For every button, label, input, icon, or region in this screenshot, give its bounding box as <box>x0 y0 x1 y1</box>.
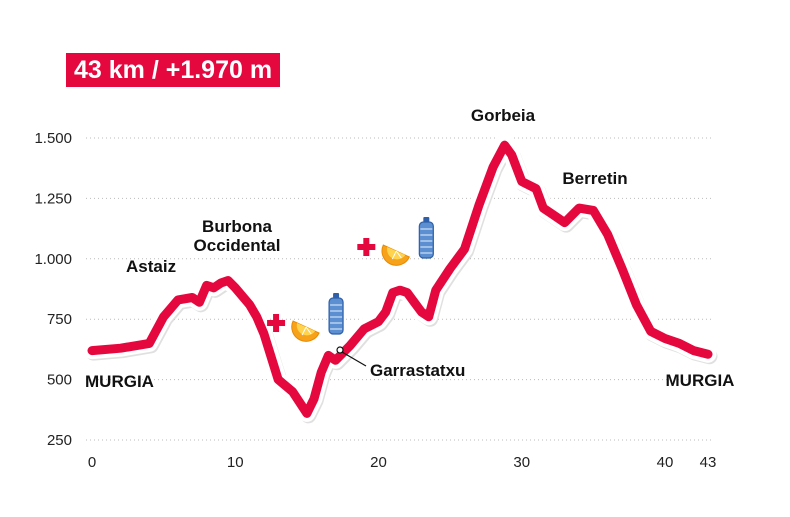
y-tick-label: 750 <box>47 311 72 328</box>
elevation-point <box>249 304 251 306</box>
elevation-point <box>511 154 513 156</box>
leader-line <box>341 351 367 367</box>
elevation-point <box>177 299 179 301</box>
peak-label-occidental: Occidental <box>194 236 281 255</box>
elevation-point <box>378 321 380 323</box>
summit-label-gorbeia: Gorbeia <box>471 106 536 125</box>
elevation-point <box>335 359 337 361</box>
elevation-point <box>198 301 200 303</box>
elevation-point <box>549 212 551 214</box>
elevation-point <box>435 289 437 291</box>
peak-label-astaiz: Astaiz <box>126 257 176 276</box>
elevation-point <box>413 301 415 303</box>
elevation-point <box>399 289 401 291</box>
elevation-point <box>120 347 122 349</box>
elevation-point <box>621 267 623 269</box>
elevation-point <box>349 345 351 347</box>
peak-label-burbona: Burbona <box>202 217 272 236</box>
elevation-point <box>535 188 537 190</box>
elevation-point <box>542 207 544 209</box>
elevation-point <box>292 391 294 393</box>
leader-dot <box>336 346 344 354</box>
elevation-point <box>392 292 394 294</box>
elevation-point <box>148 342 150 344</box>
elevation-point <box>693 350 695 352</box>
x-tick-label: 43 <box>700 454 717 471</box>
elevation-point <box>163 316 165 318</box>
elevation-point <box>578 207 580 209</box>
elevation-point <box>707 353 709 355</box>
water-bottle-icon <box>328 293 344 335</box>
elevation-point <box>234 287 236 289</box>
elevation-point <box>521 180 523 182</box>
elevation-point <box>607 234 609 236</box>
elevation-point <box>492 166 494 168</box>
elevation-point <box>313 398 315 400</box>
elevation-point <box>263 333 265 335</box>
elevation-point <box>320 371 322 373</box>
elevation-point <box>463 248 465 250</box>
elevation-point <box>428 316 430 318</box>
elevation-point <box>504 144 506 146</box>
y-tick-label: 1.000 <box>34 251 72 268</box>
pass-label-garrastatxu: Garrastatxu <box>370 361 465 380</box>
elevation-point <box>191 296 193 298</box>
elevation-point <box>306 412 308 414</box>
finish-location-label: MURGIA <box>666 371 735 390</box>
elevation-line <box>87 140 713 418</box>
y-tick-label: 500 <box>47 372 72 389</box>
elevation-point <box>91 350 93 352</box>
orange-slice-icon <box>381 244 410 266</box>
elevation-point <box>420 311 422 313</box>
y-tick-label: 1.500 <box>34 130 72 147</box>
elevation-point <box>564 222 566 224</box>
elevation-point <box>363 328 365 330</box>
elevation-point <box>277 379 279 381</box>
x-tick-label: 20 <box>370 454 387 471</box>
elevation-point <box>664 338 666 340</box>
x-tick-label: 40 <box>657 454 674 471</box>
orange-slice-icon <box>291 320 320 342</box>
elevation-point <box>213 287 215 289</box>
peak-label-berretin: Berretin <box>562 169 627 188</box>
elevation-point <box>449 267 451 269</box>
elevation-point <box>678 342 680 344</box>
start-location-label: MURGIA <box>85 372 154 391</box>
elevation-point <box>406 292 408 294</box>
y-tick-label: 1.250 <box>34 190 72 207</box>
elevation-point <box>256 316 258 318</box>
first-aid-icon <box>267 314 286 332</box>
elevation-point <box>206 284 208 286</box>
elevation-point <box>635 304 637 306</box>
elevation-point <box>327 354 329 356</box>
elevation-point <box>227 280 229 282</box>
x-tick-label: 0 <box>88 454 96 471</box>
elevation-point <box>592 209 594 211</box>
first-aid-icon <box>357 238 376 256</box>
route-stats-badge: 43 km / +1.970 m <box>66 53 281 87</box>
x-tick-label: 10 <box>227 454 244 471</box>
elevation-point <box>385 311 387 313</box>
elevation-point <box>650 330 652 332</box>
elevation-point <box>478 205 480 207</box>
elevation-point <box>220 282 222 284</box>
x-tick-label: 30 <box>513 454 530 471</box>
water-bottle-icon <box>418 217 434 259</box>
y-tick-label: 250 <box>47 432 72 449</box>
